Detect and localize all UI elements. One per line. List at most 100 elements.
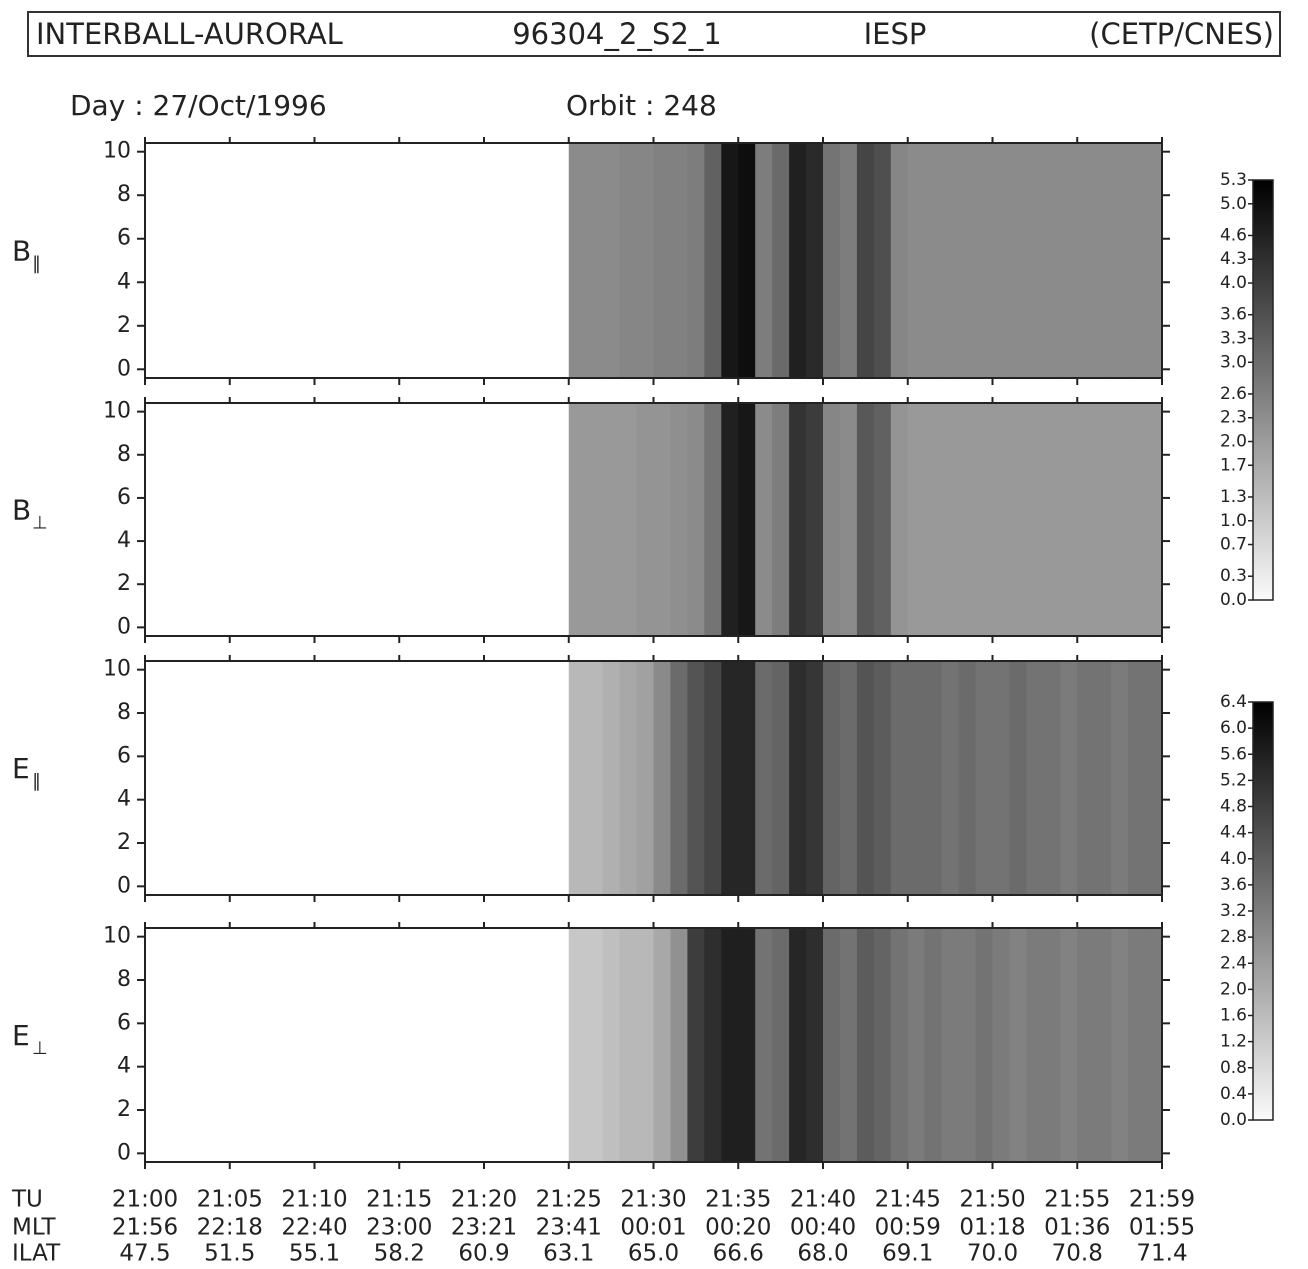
spectrogram-column	[789, 928, 807, 1162]
spectrogram-column	[653, 403, 671, 636]
spectrogram-column	[636, 928, 654, 1162]
colorbar-tick-label: 2.3	[1220, 408, 1247, 428]
spectrogram-column	[687, 661, 705, 895]
spectrogram-column	[772, 661, 790, 895]
spectrogram-column	[670, 661, 688, 895]
spectrogram-column	[856, 143, 875, 378]
colorbar-tick-label: 1.2	[1220, 1032, 1247, 1052]
header-box	[27, 11, 1281, 57]
spectrogram-column	[823, 143, 841, 378]
y-tick-label: 8	[117, 442, 131, 467]
colorbar-tick-label: 1.3	[1220, 487, 1247, 507]
spectrogram-column	[856, 661, 875, 895]
y-tick-label: 0	[117, 1140, 131, 1165]
spectrogram-column	[704, 928, 722, 1162]
spectrogram-column	[636, 143, 654, 378]
y-tick-label: 6	[117, 485, 131, 510]
time-row-label: 01:36	[1044, 1215, 1110, 1241]
spectrogram-column	[1094, 403, 1112, 636]
spectrogram-column	[755, 143, 773, 378]
colorbar-tick-label: 4.3	[1220, 249, 1247, 269]
spectrogram-column	[907, 661, 926, 895]
time-row-label: 65.0	[628, 1241, 679, 1267]
panel-label: E	[12, 752, 30, 785]
spectrogram-column	[1060, 143, 1078, 378]
y-tick-label: 8	[117, 967, 131, 992]
panel-label: B	[12, 235, 31, 268]
spectrogram-column	[721, 928, 739, 1162]
spectrogram-column	[924, 403, 943, 636]
spectrogram-column	[907, 928, 926, 1162]
spectrogram-column	[975, 661, 993, 895]
spectrogram-column	[755, 928, 773, 1162]
time-tick-label: 21:35	[705, 1187, 771, 1213]
spectrogram-column	[721, 143, 739, 378]
y-tick-label: 2	[117, 1097, 131, 1122]
time-row-name: MLT	[12, 1215, 56, 1241]
colorbar-tick-label: 2.0	[1220, 432, 1247, 452]
spectrogram-column	[958, 143, 977, 378]
colorbar-tick-label: 6.0	[1220, 718, 1247, 738]
y-tick-label: 4	[117, 787, 131, 812]
colorbar-tick-label: 5.0	[1220, 194, 1247, 214]
file-id: 96304_2_S2_1	[512, 17, 722, 51]
spectrogram-column	[907, 143, 926, 378]
colorbar-tick-label: 3.3	[1220, 328, 1247, 348]
time-tick-label: 21:15	[366, 1187, 432, 1213]
spectrogram-column	[958, 928, 977, 1162]
spectrogram-column	[924, 928, 943, 1162]
panel-label-subscript: ⊥	[32, 1038, 48, 1059]
spectrogram-column	[924, 661, 943, 895]
spectrogram-column	[1060, 661, 1078, 895]
y-tick-label: 6	[117, 743, 131, 768]
spectrogram-column	[941, 661, 960, 895]
y-tick-label: 8	[117, 700, 131, 725]
time-tick-label: 21:10	[281, 1187, 347, 1213]
spectrogram-column	[738, 928, 756, 1162]
spectrogram-column	[619, 403, 638, 636]
colorbar-tick-label: 3.6	[1220, 875, 1247, 895]
time-row-name: TU	[11, 1187, 43, 1213]
spectrogram-column	[1043, 403, 1061, 636]
spectrogram-column	[1043, 661, 1061, 895]
time-row-label: 01:18	[959, 1215, 1025, 1241]
time-row-label: 47.5	[119, 1241, 170, 1267]
colorbar-tick-label: 5.6	[1220, 744, 1247, 764]
spectrogram-column	[602, 403, 621, 636]
spectrogram-column	[806, 403, 824, 636]
instrument: INTERBALL-AURORAL	[36, 17, 343, 51]
time-row-label: 22:40	[281, 1215, 347, 1241]
time-tick-label: 21:45	[875, 1187, 941, 1213]
spectrogram-column	[941, 143, 960, 378]
spectrogram-column	[653, 143, 671, 378]
spectrogram-column	[823, 928, 841, 1162]
y-tick-label: 10	[103, 399, 131, 424]
spectrogram-column	[1094, 928, 1112, 1162]
time-row-label: 00:20	[705, 1215, 771, 1241]
spectrogram-column	[721, 661, 739, 895]
spectrogram-column	[1111, 661, 1129, 895]
spectrogram-column	[704, 403, 722, 636]
time-row-label: 22:18	[197, 1215, 263, 1241]
spectrogram-column	[789, 143, 807, 378]
spectrogram-column	[1145, 661, 1163, 895]
colorbar-tick-label: 2.0	[1220, 979, 1247, 999]
spectrogram-column	[806, 928, 824, 1162]
time-row-label: 23:00	[366, 1215, 432, 1241]
spectrogram-column	[1128, 143, 1146, 378]
spectrogram-column	[823, 661, 841, 895]
time-row-label: 23:21	[451, 1215, 517, 1241]
y-tick-label: 6	[117, 226, 131, 251]
spectrogram-column	[789, 403, 807, 636]
colorbar-tick-label: 2.8	[1220, 927, 1247, 947]
colorbar-tick-label: 2.6	[1220, 384, 1247, 404]
spectrogram-column	[839, 403, 858, 636]
spectrogram-column	[738, 661, 756, 895]
spectrogram-column	[636, 661, 654, 895]
time-row-label: 00:59	[875, 1215, 941, 1241]
time-row-label: 21:56	[112, 1215, 178, 1241]
panel-label: B	[12, 494, 31, 527]
spectrogram-column	[721, 403, 739, 636]
time-row-label: 51.5	[204, 1241, 255, 1267]
